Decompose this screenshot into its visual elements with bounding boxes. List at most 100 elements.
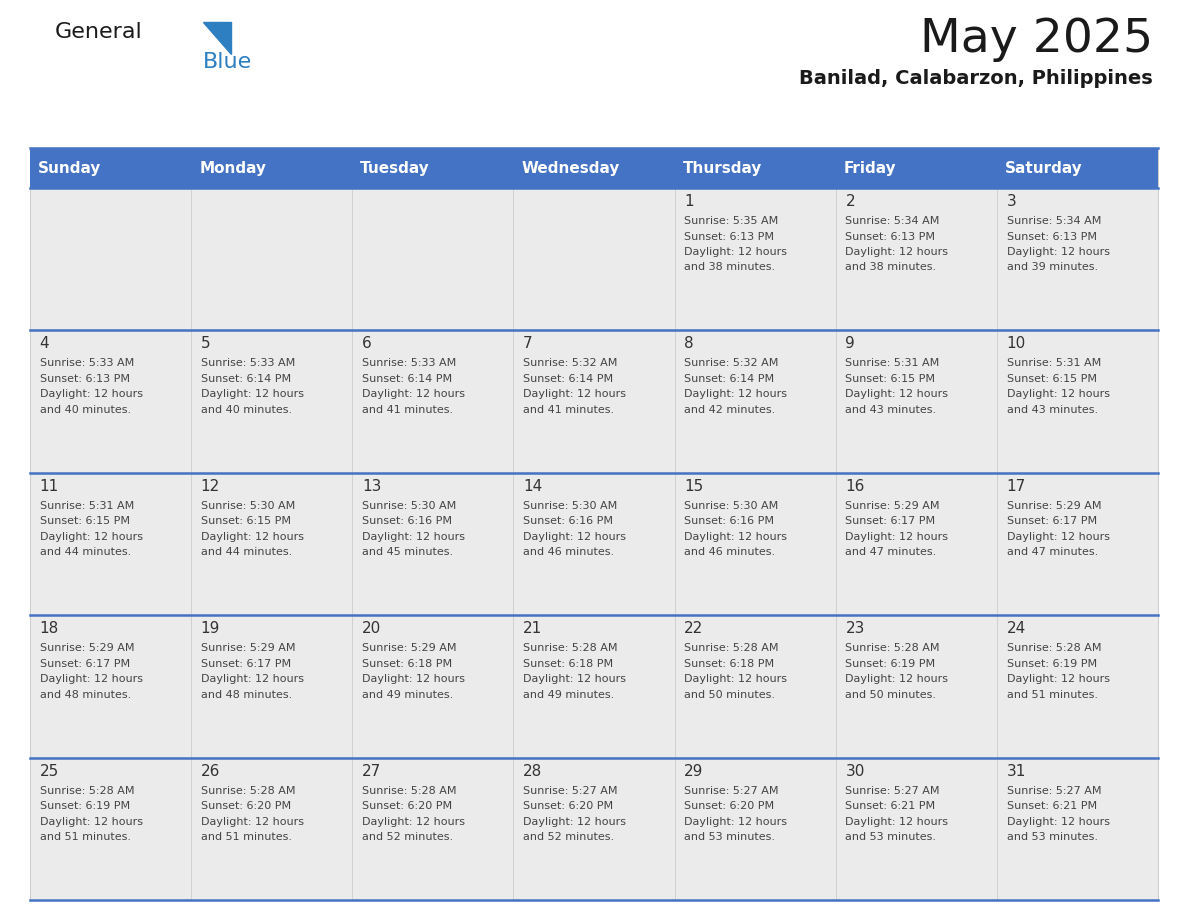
- Text: 13: 13: [362, 479, 381, 494]
- Text: 21: 21: [523, 621, 543, 636]
- Text: Daylight: 12 hours: Daylight: 12 hours: [523, 674, 626, 684]
- Text: Sunrise: 5:27 AM: Sunrise: 5:27 AM: [1006, 786, 1101, 796]
- Text: Sunset: 6:18 PM: Sunset: 6:18 PM: [684, 659, 775, 668]
- Text: Thursday: Thursday: [683, 161, 762, 175]
- Text: Sunset: 6:17 PM: Sunset: 6:17 PM: [201, 659, 291, 668]
- Text: and 40 minutes.: and 40 minutes.: [201, 405, 292, 415]
- Text: and 53 minutes.: and 53 minutes.: [846, 832, 936, 842]
- Text: Daylight: 12 hours: Daylight: 12 hours: [846, 247, 948, 257]
- Text: Sunset: 6:19 PM: Sunset: 6:19 PM: [846, 659, 935, 668]
- Text: Daylight: 12 hours: Daylight: 12 hours: [684, 674, 788, 684]
- Text: and 45 minutes.: and 45 minutes.: [362, 547, 453, 557]
- Text: 23: 23: [846, 621, 865, 636]
- Text: 26: 26: [201, 764, 220, 778]
- Text: 22: 22: [684, 621, 703, 636]
- Text: Sunrise: 5:28 AM: Sunrise: 5:28 AM: [846, 644, 940, 654]
- Text: Sunrise: 5:30 AM: Sunrise: 5:30 AM: [201, 501, 295, 510]
- Text: 3: 3: [1006, 194, 1016, 209]
- Text: 4: 4: [39, 336, 49, 352]
- Text: and 48 minutes.: and 48 minutes.: [201, 689, 292, 700]
- Text: Sunset: 6:19 PM: Sunset: 6:19 PM: [1006, 659, 1097, 668]
- Text: Sunrise: 5:34 AM: Sunrise: 5:34 AM: [846, 216, 940, 226]
- Text: 11: 11: [39, 479, 59, 494]
- Text: Blue: Blue: [203, 52, 252, 72]
- Text: Sunset: 6:13 PM: Sunset: 6:13 PM: [846, 231, 935, 241]
- Text: 14: 14: [523, 479, 543, 494]
- Text: and 51 minutes.: and 51 minutes.: [201, 832, 292, 842]
- Bar: [30, 615, 1158, 757]
- Text: 17: 17: [1006, 479, 1025, 494]
- Text: Sunset: 6:15 PM: Sunset: 6:15 PM: [846, 374, 935, 384]
- Text: Sunset: 6:21 PM: Sunset: 6:21 PM: [846, 801, 935, 812]
- Text: Sunset: 6:14 PM: Sunset: 6:14 PM: [201, 374, 291, 384]
- Text: Daylight: 12 hours: Daylight: 12 hours: [39, 817, 143, 826]
- Text: Daylight: 12 hours: Daylight: 12 hours: [1006, 247, 1110, 257]
- Text: and 50 minutes.: and 50 minutes.: [684, 689, 776, 700]
- Text: Sunrise: 5:33 AM: Sunrise: 5:33 AM: [201, 358, 295, 368]
- Text: Daylight: 12 hours: Daylight: 12 hours: [201, 817, 304, 826]
- Text: Daylight: 12 hours: Daylight: 12 hours: [1006, 532, 1110, 542]
- Text: Sunset: 6:16 PM: Sunset: 6:16 PM: [684, 516, 775, 526]
- Text: Sunrise: 5:27 AM: Sunrise: 5:27 AM: [684, 786, 779, 796]
- Text: Sunrise: 5:35 AM: Sunrise: 5:35 AM: [684, 216, 778, 226]
- Text: and 52 minutes.: and 52 minutes.: [523, 832, 614, 842]
- Text: 30: 30: [846, 764, 865, 778]
- Text: and 44 minutes.: and 44 minutes.: [201, 547, 292, 557]
- Text: Monday: Monday: [200, 161, 266, 175]
- Text: and 46 minutes.: and 46 minutes.: [684, 547, 776, 557]
- Text: 10: 10: [1006, 336, 1025, 352]
- Text: Daylight: 12 hours: Daylight: 12 hours: [201, 532, 304, 542]
- Text: Sunrise: 5:29 AM: Sunrise: 5:29 AM: [201, 644, 296, 654]
- Text: Daylight: 12 hours: Daylight: 12 hours: [39, 532, 143, 542]
- Text: and 43 minutes.: and 43 minutes.: [846, 405, 936, 415]
- Text: Daylight: 12 hours: Daylight: 12 hours: [39, 674, 143, 684]
- Text: Sunset: 6:18 PM: Sunset: 6:18 PM: [362, 659, 453, 668]
- Text: Daylight: 12 hours: Daylight: 12 hours: [684, 817, 788, 826]
- Polygon shape: [203, 22, 230, 54]
- Text: and 47 minutes.: and 47 minutes.: [1006, 547, 1098, 557]
- Text: Sunrise: 5:33 AM: Sunrise: 5:33 AM: [362, 358, 456, 368]
- Text: Sunrise: 5:28 AM: Sunrise: 5:28 AM: [39, 786, 134, 796]
- Text: and 53 minutes.: and 53 minutes.: [684, 832, 776, 842]
- Text: Sunset: 6:20 PM: Sunset: 6:20 PM: [684, 801, 775, 812]
- Text: Sunset: 6:13 PM: Sunset: 6:13 PM: [684, 231, 775, 241]
- Text: Daylight: 12 hours: Daylight: 12 hours: [1006, 674, 1110, 684]
- Text: Sunset: 6:17 PM: Sunset: 6:17 PM: [1006, 516, 1097, 526]
- Text: Daylight: 12 hours: Daylight: 12 hours: [523, 817, 626, 826]
- Text: Daylight: 12 hours: Daylight: 12 hours: [846, 532, 948, 542]
- Text: Daylight: 12 hours: Daylight: 12 hours: [523, 389, 626, 399]
- Text: Sunset: 6:20 PM: Sunset: 6:20 PM: [362, 801, 453, 812]
- Text: Sunset: 6:15 PM: Sunset: 6:15 PM: [39, 516, 129, 526]
- Text: Sunrise: 5:29 AM: Sunrise: 5:29 AM: [362, 644, 456, 654]
- Text: and 42 minutes.: and 42 minutes.: [684, 405, 776, 415]
- Text: and 51 minutes.: and 51 minutes.: [1006, 689, 1098, 700]
- Text: and 47 minutes.: and 47 minutes.: [846, 547, 936, 557]
- Text: Sunset: 6:18 PM: Sunset: 6:18 PM: [523, 659, 613, 668]
- Text: Daylight: 12 hours: Daylight: 12 hours: [201, 674, 304, 684]
- Text: and 44 minutes.: and 44 minutes.: [39, 547, 131, 557]
- Text: 27: 27: [362, 764, 381, 778]
- Text: Banilad, Calabarzon, Philippines: Banilad, Calabarzon, Philippines: [800, 69, 1154, 88]
- Text: 29: 29: [684, 764, 703, 778]
- Text: Sunset: 6:19 PM: Sunset: 6:19 PM: [39, 801, 129, 812]
- Text: Sunset: 6:16 PM: Sunset: 6:16 PM: [362, 516, 451, 526]
- Text: Sunrise: 5:28 AM: Sunrise: 5:28 AM: [201, 786, 296, 796]
- Text: Sunset: 6:20 PM: Sunset: 6:20 PM: [523, 801, 613, 812]
- Bar: [30, 148, 1158, 188]
- Text: 2: 2: [846, 194, 855, 209]
- Text: Wednesday: Wednesday: [522, 161, 620, 175]
- Text: 1: 1: [684, 194, 694, 209]
- Text: Daylight: 12 hours: Daylight: 12 hours: [362, 674, 465, 684]
- Text: Sunrise: 5:27 AM: Sunrise: 5:27 AM: [846, 786, 940, 796]
- Text: Daylight: 12 hours: Daylight: 12 hours: [846, 389, 948, 399]
- Text: Sunrise: 5:32 AM: Sunrise: 5:32 AM: [684, 358, 778, 368]
- Text: Sunset: 6:21 PM: Sunset: 6:21 PM: [1006, 801, 1097, 812]
- Text: 19: 19: [201, 621, 220, 636]
- Text: Sunrise: 5:30 AM: Sunrise: 5:30 AM: [362, 501, 456, 510]
- Text: and 40 minutes.: and 40 minutes.: [39, 405, 131, 415]
- Text: and 50 minutes.: and 50 minutes.: [846, 689, 936, 700]
- Bar: [30, 188, 1158, 330]
- Text: Sunrise: 5:28 AM: Sunrise: 5:28 AM: [523, 644, 618, 654]
- Text: Sunset: 6:20 PM: Sunset: 6:20 PM: [201, 801, 291, 812]
- Text: and 43 minutes.: and 43 minutes.: [1006, 405, 1098, 415]
